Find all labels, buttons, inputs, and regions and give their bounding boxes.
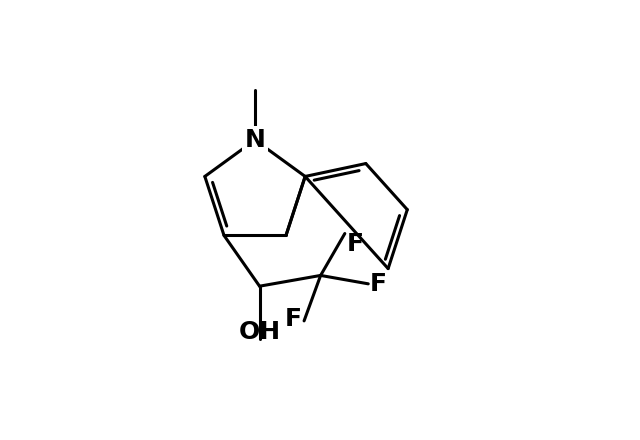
- Text: F: F: [347, 231, 364, 256]
- Text: F: F: [371, 272, 387, 296]
- Text: OH: OH: [239, 320, 280, 344]
- Text: F: F: [285, 307, 302, 331]
- Text: N: N: [244, 128, 266, 152]
